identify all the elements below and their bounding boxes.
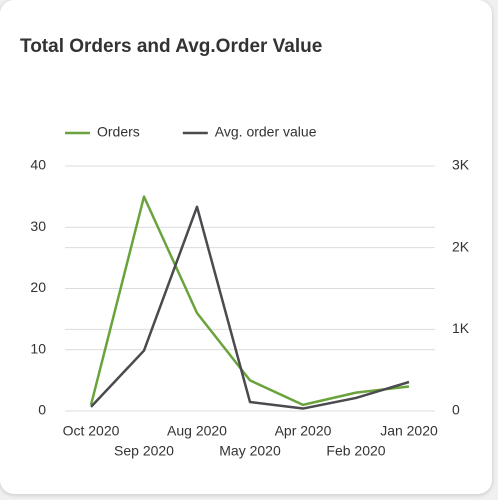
y-tick-label: 30 [30, 218, 46, 234]
y-tick-label: 20 [30, 279, 46, 295]
chart-title: Total Orders and Avg.Order Value [20, 36, 322, 57]
x-tick-label: Aug 2020 [167, 423, 227, 439]
x-tick-label: Jan 2020 [380, 423, 438, 439]
y2-tick-label: 2K [452, 238, 470, 254]
legend-label: Orders [97, 124, 140, 140]
x-tick-label: May 2020 [219, 443, 281, 459]
y2-tick-label: 0 [452, 402, 460, 418]
x-tick-label: Apr 2020 [275, 423, 332, 439]
series-line [89, 195, 410, 407]
series-line [90, 205, 410, 410]
y-tick-label: 0 [38, 402, 46, 418]
x-tick-label: Oct 2020 [63, 423, 120, 439]
y-tick-label: 10 [30, 340, 46, 356]
legend-label: Avg. order value [215, 124, 317, 140]
x-tick-label: Sep 2020 [114, 443, 174, 459]
y2-tick-label: 1K [452, 320, 470, 336]
x-tick-label: Feb 2020 [326, 443, 385, 459]
chart: Total Orders and Avg.Order Value 0 10 20 30… [20, 36, 470, 459]
y-tick-label: 40 [30, 157, 46, 173]
y2-tick-label: 3K [452, 157, 470, 173]
card: Total Orders and Avg.Order Value 0 10 20 30… [0, 0, 492, 494]
